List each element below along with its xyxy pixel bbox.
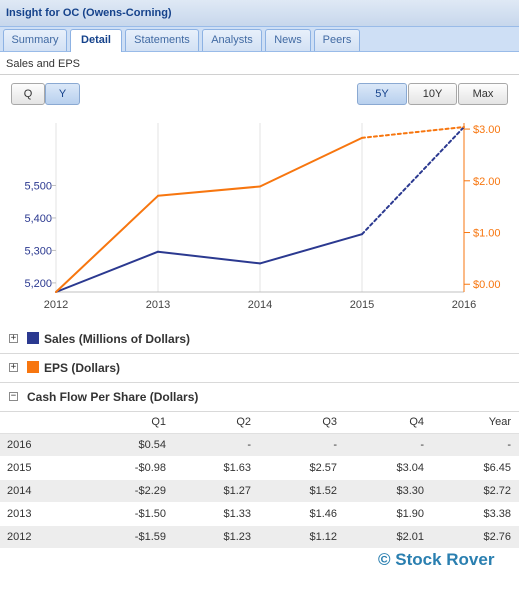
sales-eps-chart: 2012 2013 2014 2015 2016 5,200 5,300 5,400 5,500… bbox=[24, 123, 501, 311]
group-sales[interactable]: + Sales (Millions of Dollars) bbox=[0, 325, 519, 354]
table-cell: $2.72 bbox=[432, 479, 519, 503]
range-10y-button[interactable]: 10Y bbox=[408, 83, 457, 105]
table-header-row: Q1 Q2 Q3 Q4 Year bbox=[0, 411, 519, 434]
group-cash-flow-per-share[interactable]: − Cash Flow Per Share (Dollars) bbox=[0, 383, 519, 412]
table-cell: -$0.98 bbox=[60, 456, 174, 480]
window-titlebar: Insight for OC (Owens-Corning) bbox=[0, 0, 519, 27]
table-cell: - bbox=[174, 433, 259, 457]
eps-line-segment bbox=[55, 194, 159, 293]
eps-line-segment bbox=[259, 136, 363, 188]
eps-line-segment bbox=[361, 126, 465, 139]
group-eps-label: EPS (Dollars) bbox=[44, 361, 121, 375]
table-cell: $0.54 bbox=[60, 433, 174, 457]
x-tick-label: 2014 bbox=[248, 299, 272, 311]
column-header: Q3 bbox=[259, 411, 345, 434]
column-header: Q4 bbox=[345, 411, 432, 434]
table-cell: $2.01 bbox=[345, 525, 432, 549]
y-right-tick-label: $0.00 bbox=[473, 279, 501, 291]
yearly-button[interactable]: Y bbox=[45, 83, 80, 105]
tab-detail[interactable]: Detail bbox=[70, 29, 122, 52]
tab-peers[interactable]: Peers bbox=[314, 29, 360, 51]
table-cell: $1.27 bbox=[174, 479, 259, 503]
collapse-toggle-icon[interactable]: − bbox=[9, 391, 18, 401]
table-cell: 2013 bbox=[0, 502, 60, 526]
table-cell: $3.30 bbox=[345, 479, 432, 503]
section-title: Sales and EPS bbox=[6, 58, 80, 70]
column-header: Q1 bbox=[60, 411, 174, 434]
expand-toggle-icon[interactable]: + bbox=[9, 333, 18, 343]
table-cell: $1.52 bbox=[259, 479, 345, 503]
table-row: 2015 -$0.98 $1.63 $2.57 $3.04 $6.45 bbox=[0, 456, 519, 480]
y-left-tick-label: 5,400 bbox=[24, 213, 52, 225]
x-tick-label: 2012 bbox=[44, 299, 68, 311]
table-cell: 2012 bbox=[0, 525, 60, 549]
column-header: Year bbox=[432, 411, 519, 434]
x-tick-label: 2013 bbox=[146, 299, 170, 311]
cash-flow-table: Q1 Q2 Q3 Q4 Year 2016 $0.54 - - - - 2015… bbox=[0, 411, 519, 549]
range-max-button[interactable]: Max bbox=[458, 83, 508, 105]
chart-toolbar: Q Y 5Y 10Y Max bbox=[0, 75, 519, 113]
table-cell: $1.33 bbox=[174, 502, 259, 526]
table-cell: - bbox=[432, 433, 519, 457]
tab-news[interactable]: News bbox=[265, 29, 311, 51]
table-cell: $1.12 bbox=[259, 525, 345, 549]
group-sales-label: Sales (Millions of Dollars) bbox=[44, 332, 191, 346]
y-left-tick-label: 5,200 bbox=[24, 278, 52, 290]
table-cell: $2.57 bbox=[259, 456, 345, 480]
table-cell: - bbox=[259, 433, 345, 457]
sales-line-segment bbox=[157, 250, 261, 265]
range-5y-button[interactable]: 5Y bbox=[357, 83, 407, 105]
sales-line-segment bbox=[55, 250, 159, 293]
table-cell: -$1.59 bbox=[60, 525, 174, 549]
table-cell: $3.38 bbox=[432, 502, 519, 526]
sales-color-swatch bbox=[27, 332, 39, 344]
table-cell: $3.04 bbox=[345, 456, 432, 480]
column-header bbox=[0, 411, 60, 434]
table-row: 2014 -$2.29 $1.27 $1.52 $3.30 $2.72 bbox=[0, 479, 519, 503]
expand-toggle-icon[interactable]: + bbox=[9, 362, 18, 372]
tab-analysts[interactable]: Analysts bbox=[202, 29, 262, 51]
window-title: Insight for OC (Owens-Corning) bbox=[6, 7, 172, 19]
y-right-tick-label: $3.00 bbox=[473, 124, 501, 136]
table-cell: - bbox=[345, 433, 432, 457]
table-cell: $1.23 bbox=[174, 525, 259, 549]
sales-line-segment bbox=[259, 233, 363, 265]
sales-line-segment bbox=[361, 126, 465, 236]
group-cfps-label: Cash Flow Per Share (Dollars) bbox=[27, 390, 199, 404]
table-cell: -$2.29 bbox=[60, 479, 174, 503]
table-cell: $1.63 bbox=[174, 456, 259, 480]
y-right-tick-label: $2.00 bbox=[473, 176, 501, 188]
table-row: 2012 -$1.59 $1.23 $1.12 $2.01 $2.76 bbox=[0, 525, 519, 549]
eps-color-swatch bbox=[27, 361, 39, 373]
table-cell: $1.46 bbox=[259, 502, 345, 526]
section-header: Sales and EPS bbox=[0, 53, 519, 75]
column-header: Q2 bbox=[174, 411, 259, 434]
table-row: 2013 -$1.50 $1.33 $1.46 $1.90 $3.38 bbox=[0, 502, 519, 526]
table-cell: 2014 bbox=[0, 479, 60, 503]
table-cell: $1.90 bbox=[345, 502, 432, 526]
tab-statements[interactable]: Statements bbox=[125, 29, 199, 51]
tab-summary[interactable]: Summary bbox=[3, 29, 67, 51]
group-eps[interactable]: + EPS (Dollars) bbox=[0, 354, 519, 383]
quarterly-button[interactable]: Q bbox=[11, 83, 45, 105]
stock-rover-watermark: © Stock Rover bbox=[378, 550, 495, 569]
eps-line-segment bbox=[157, 185, 261, 197]
y-right-tick-label: $1.00 bbox=[473, 228, 501, 240]
tab-strip: Summary Detail Statements Analysts News … bbox=[0, 27, 519, 52]
table-cell: 2015 bbox=[0, 456, 60, 480]
table-cell: 2016 bbox=[0, 433, 60, 457]
table-row: 2016 $0.54 - - - - bbox=[0, 433, 519, 457]
table-cell: -$1.50 bbox=[60, 502, 174, 526]
x-tick-label: 2015 bbox=[350, 299, 374, 311]
table-cell: $6.45 bbox=[432, 456, 519, 480]
y-left-tick-label: 5,300 bbox=[24, 245, 52, 257]
table-cell: $2.76 bbox=[432, 525, 519, 549]
y-left-tick-label: 5,500 bbox=[24, 180, 52, 192]
x-tick-label: 2016 bbox=[452, 299, 476, 311]
